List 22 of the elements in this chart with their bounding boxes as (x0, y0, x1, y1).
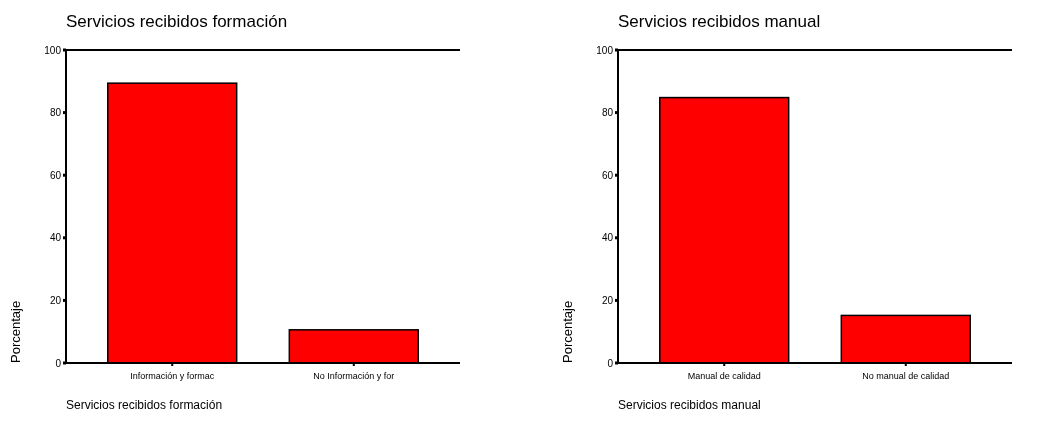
x-tick-label: Información y formac (130, 371, 215, 381)
y-tick-label: 100 (596, 44, 614, 56)
x-tick-label: No manual de calidad (862, 371, 950, 381)
x-axis-title: Servicios recibidos manual (618, 398, 761, 412)
y-tick-label: 20 (601, 294, 614, 306)
y-tick-label: 40 (49, 232, 62, 244)
chart-title: Servicios recibidos manual (618, 12, 821, 31)
y-tick-label: 100 (44, 44, 62, 56)
y-axis-title: Porcentaje (8, 300, 23, 363)
y-tick-label: 0 (55, 357, 62, 369)
x-tick-label: No Información y for (313, 371, 395, 381)
y-tick-label: 80 (49, 107, 62, 119)
chart-title: Servicios recibidos formación (66, 12, 288, 31)
y-tick-label: 20 (49, 294, 62, 306)
x-tick-label: Manual de calidad (687, 371, 761, 381)
y-tick-label: 80 (601, 107, 614, 119)
y-tick-label: 60 (601, 169, 614, 181)
y-tick-label: 60 (49, 169, 62, 181)
y-tick-label: 0 (607, 357, 614, 369)
y-axis-title: Porcentaje (560, 300, 575, 363)
y-tick-label: 40 (601, 232, 614, 244)
x-axis-title: Servicios recibidos formación (66, 398, 223, 412)
